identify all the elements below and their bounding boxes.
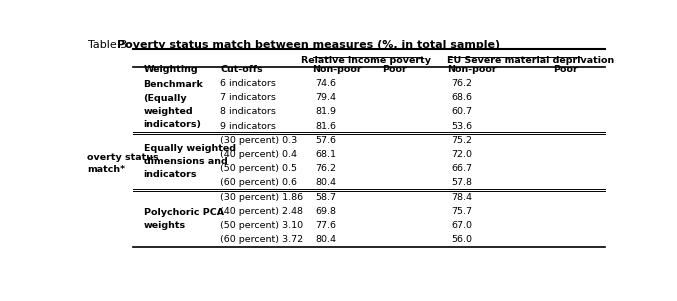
Text: 8 indicators: 8 indicators [220,107,276,116]
Text: 80.4: 80.4 [315,178,336,188]
Text: 68.1: 68.1 [315,150,336,159]
Text: 81.9: 81.9 [315,107,336,116]
Text: 9 indicators: 9 indicators [220,122,276,131]
Text: (60 percent) 3.72: (60 percent) 3.72 [220,235,303,244]
Text: 75.7: 75.7 [451,207,472,216]
Text: (50 percent) 3.10: (50 percent) 3.10 [220,221,303,230]
Text: 75.2: 75.2 [451,136,472,145]
Text: 66.7: 66.7 [451,164,472,173]
Text: (30 percent) 0.3: (30 percent) 0.3 [220,136,297,145]
Text: weights: weights [144,221,185,230]
Text: Benchmark: Benchmark [144,80,203,89]
Text: 69.8: 69.8 [315,207,336,216]
Text: Polychoric PCA: Polychoric PCA [144,208,223,216]
Text: indicators): indicators) [144,120,202,129]
Text: (60 percent) 0.6: (60 percent) 0.6 [220,178,297,188]
Text: Poverty status match between measures (%, in total sample): Poverty status match between measures (%… [117,40,500,50]
Text: 74.6: 74.6 [315,79,336,88]
Text: 76.2: 76.2 [315,164,336,173]
Text: Equally weighted: Equally weighted [144,144,236,153]
Text: 53.6: 53.6 [451,122,472,131]
Text: 57.8: 57.8 [451,178,472,188]
Text: 72.0: 72.0 [451,150,472,159]
Text: weighted: weighted [144,107,193,116]
Text: 81.6: 81.6 [315,122,336,131]
Text: 7 indicators: 7 indicators [220,93,276,102]
Text: dimensions and: dimensions and [144,157,227,166]
Text: (50 percent) 0.5: (50 percent) 0.5 [220,164,297,173]
Text: (40 percent) 0.4: (40 percent) 0.4 [220,150,297,159]
Text: Poor: Poor [383,65,407,74]
Text: Non-poor: Non-poor [311,65,362,74]
Text: overty status: overty status [87,153,158,162]
Text: 76.2: 76.2 [451,79,472,88]
Text: (Equally: (Equally [144,94,187,103]
Text: indicators: indicators [144,170,197,179]
Text: 68.6: 68.6 [451,93,472,102]
Text: (30 percent) 1.86: (30 percent) 1.86 [220,193,303,202]
Text: Weighting: Weighting [144,65,198,74]
Text: Relative income poverty: Relative income poverty [301,56,431,65]
Text: (40 percent) 2.48: (40 percent) 2.48 [220,207,303,216]
Text: 77.6: 77.6 [315,221,336,230]
Text: Poor: Poor [552,65,577,74]
Text: match*: match* [87,165,125,174]
Text: Non-poor: Non-poor [447,65,497,74]
Text: 57.6: 57.6 [315,136,336,145]
Text: 79.4: 79.4 [315,93,336,102]
Text: 58.7: 58.7 [315,193,336,202]
Text: 80.4: 80.4 [315,235,336,244]
Text: 56.0: 56.0 [451,235,472,244]
Text: EU Severe material deprivation: EU Severe material deprivation [447,56,614,65]
Text: 67.0: 67.0 [451,221,472,230]
Text: 78.4: 78.4 [451,193,472,202]
Text: 6 indicators: 6 indicators [220,79,276,88]
Text: Cut-offs: Cut-offs [220,65,263,74]
Text: 60.7: 60.7 [451,107,472,116]
Text: Table 3:: Table 3: [88,40,134,50]
